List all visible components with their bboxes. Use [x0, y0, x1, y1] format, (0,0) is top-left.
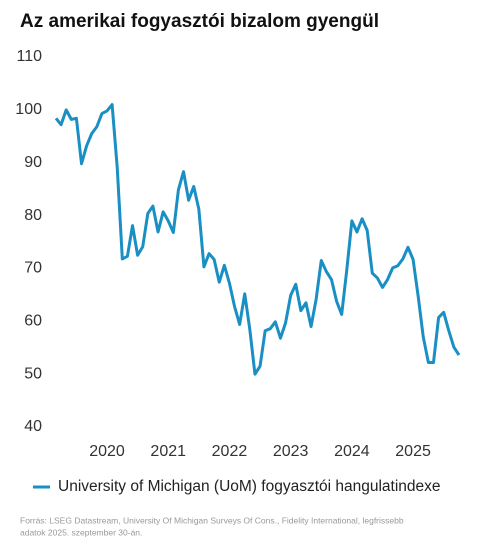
x-tick-label: 2022 [212, 443, 248, 460]
chart-title: Az amerikai fogyasztói bizalom gyengül [20, 11, 379, 32]
x-tick-label: 2023 [273, 443, 309, 460]
y-tick-label: 50 [24, 365, 42, 382]
x-tick-label: 2021 [150, 443, 186, 460]
source-note: Forrás: LSEG Datastream, University Of M… [20, 515, 404, 525]
y-tick-label: 40 [24, 418, 42, 435]
y-tick-label: 80 [24, 207, 42, 224]
x-tick-label: 2025 [395, 443, 431, 460]
y-tick-label: 60 [24, 313, 42, 330]
y-tick-label: 100 [15, 101, 42, 118]
legend-label: University of Michigan (UoM) fogyasztói … [58, 478, 441, 495]
y-tick-label: 70 [24, 260, 42, 277]
source-note: adatok 2025. szeptember 30-án. [20, 527, 142, 537]
x-tick-label: 2024 [334, 443, 370, 460]
data-line [54, 103, 461, 376]
y-tick-label: 110 [16, 48, 42, 65]
x-tick-label: 2020 [89, 443, 125, 460]
y-tick-label: 90 [24, 154, 42, 171]
